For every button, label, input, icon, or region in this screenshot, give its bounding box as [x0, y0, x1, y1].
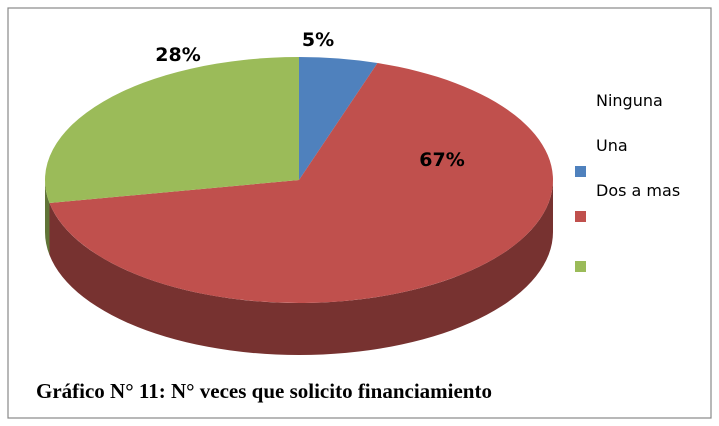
- data-label: 67%: [419, 149, 464, 171]
- legend-swatch: [575, 166, 586, 177]
- slice: [299, 57, 378, 180]
- slice: [49, 63, 553, 303]
- slice: [44, 56, 300, 204]
- legend-swatch: [575, 261, 586, 272]
- legend-swatch: [575, 211, 586, 222]
- caption: Gráfico N° 11: N° veces que solicito fin…: [36, 379, 492, 403]
- slice-side: [45, 180, 50, 256]
- legend-label: Ninguna: [596, 91, 663, 110]
- data-label: 28%: [155, 44, 200, 66]
- legend-label: Una: [596, 136, 628, 155]
- data-label: 5%: [302, 29, 334, 51]
- slice-side: [49, 180, 554, 355]
- legend-label: Dos a mas: [596, 181, 680, 200]
